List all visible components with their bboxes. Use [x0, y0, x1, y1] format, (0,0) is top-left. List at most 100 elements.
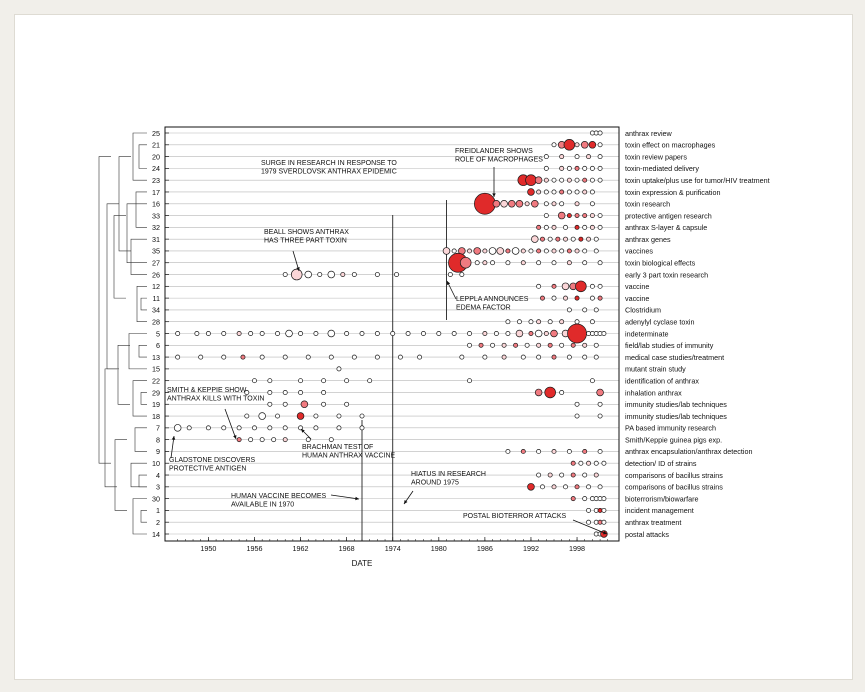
- data-point: [566, 213, 572, 219]
- data-point: [459, 256, 472, 269]
- data-point: [543, 177, 549, 183]
- row-category-label: early 3 part toxin research: [625, 270, 708, 279]
- annotation-text: LEPPLA ANNOUNCES: [456, 296, 529, 303]
- dendrogram-branch: [140, 297, 147, 311]
- data-point: [459, 272, 465, 277]
- row-category-label: incident management: [625, 506, 694, 515]
- data-point: [574, 201, 580, 207]
- data-point: [313, 425, 319, 431]
- data-point: [596, 388, 604, 397]
- row-category-label: toxin research: [625, 200, 670, 209]
- data-point: [340, 272, 346, 277]
- cluster-dendrogram: [98, 132, 147, 535]
- data-point: [551, 224, 557, 230]
- data-point: [336, 413, 342, 419]
- data-point: [505, 331, 511, 336]
- annotation-arrowhead: [296, 267, 300, 271]
- data-point: [589, 283, 595, 289]
- data-point: [547, 472, 553, 478]
- data-point: [282, 437, 288, 443]
- data-point: [259, 437, 265, 443]
- row-category-label: toxin expression & purification: [625, 188, 720, 197]
- data-point: [436, 331, 442, 336]
- data-point: [597, 448, 603, 454]
- data-point: [566, 260, 572, 266]
- data-point: [490, 342, 496, 348]
- data-point: [492, 200, 501, 208]
- row-number: 28: [152, 318, 160, 327]
- data-point: [586, 460, 592, 466]
- data-point: [524, 201, 530, 207]
- data-point: [367, 378, 373, 384]
- data-point: [547, 342, 553, 348]
- data-point: [531, 235, 539, 243]
- data-point: [248, 331, 254, 336]
- data-point: [405, 331, 411, 336]
- data-point: [267, 425, 273, 431]
- data-point: [589, 378, 595, 384]
- dendrogram-branch: [98, 156, 111, 464]
- data-point: [551, 189, 557, 195]
- data-point: [351, 354, 357, 360]
- row-number: 11: [153, 294, 160, 303]
- data-point: [321, 401, 327, 407]
- row-category-label: field/lab studies of immunity: [625, 341, 714, 350]
- data-point: [597, 130, 603, 136]
- data-point: [528, 248, 534, 254]
- data-point: [298, 390, 304, 395]
- annotation-text: BEALL SHOWS ANTHRAX: [264, 229, 349, 236]
- data-point: [582, 177, 588, 183]
- data-point: [459, 354, 465, 360]
- data-point: [589, 165, 595, 171]
- data-point: [597, 224, 603, 230]
- data-point: [586, 519, 592, 525]
- row-number: 20: [152, 152, 160, 161]
- data-point: [359, 425, 365, 431]
- row-number: 6: [156, 341, 160, 350]
- row-number: 4: [156, 471, 160, 480]
- annotation-text: AVAILABLE IN 1970: [231, 502, 294, 509]
- data-point: [390, 331, 396, 336]
- data-point: [593, 354, 599, 360]
- annotation-arrowhead: [233, 435, 237, 439]
- data-point: [536, 248, 542, 254]
- data-point: [559, 177, 565, 183]
- data-point: [570, 236, 576, 242]
- data-point: [513, 342, 519, 348]
- data-point: [536, 472, 542, 478]
- data-point: [589, 213, 595, 219]
- data-point: [252, 378, 257, 384]
- data-point: [597, 260, 603, 266]
- data-point: [559, 189, 565, 195]
- row-number: 22: [152, 376, 160, 385]
- row-number: 19: [152, 400, 160, 409]
- data-point: [559, 154, 565, 160]
- data-point: [520, 260, 526, 266]
- data-point: [540, 295, 545, 301]
- data-point: [525, 174, 537, 186]
- data-point: [570, 472, 576, 478]
- data-point: [524, 342, 530, 348]
- annotation-text: GLADSTONE DISCOVERS: [169, 457, 256, 464]
- data-point: [597, 165, 603, 171]
- row-category-label: identification of anthrax: [625, 376, 699, 385]
- data-point: [244, 413, 250, 419]
- data-point: [574, 165, 580, 171]
- data-point: [559, 319, 565, 325]
- row-category-label: toxin-mediated delivery: [625, 164, 699, 173]
- data-point: [559, 165, 565, 171]
- data-point: [442, 247, 451, 255]
- row-category-label: anthrax treatment: [625, 518, 681, 527]
- dendrogram-branch: [104, 368, 117, 488]
- data-point: [589, 201, 595, 207]
- data-point: [574, 413, 580, 419]
- data-point: [205, 331, 211, 336]
- data-point: [528, 319, 534, 325]
- data-point: [336, 425, 342, 431]
- data-point: [601, 519, 607, 525]
- data-point: [351, 272, 357, 277]
- data-point: [527, 188, 535, 196]
- data-point: [515, 200, 524, 208]
- data-point: [536, 189, 542, 195]
- row-number: 9: [156, 447, 160, 456]
